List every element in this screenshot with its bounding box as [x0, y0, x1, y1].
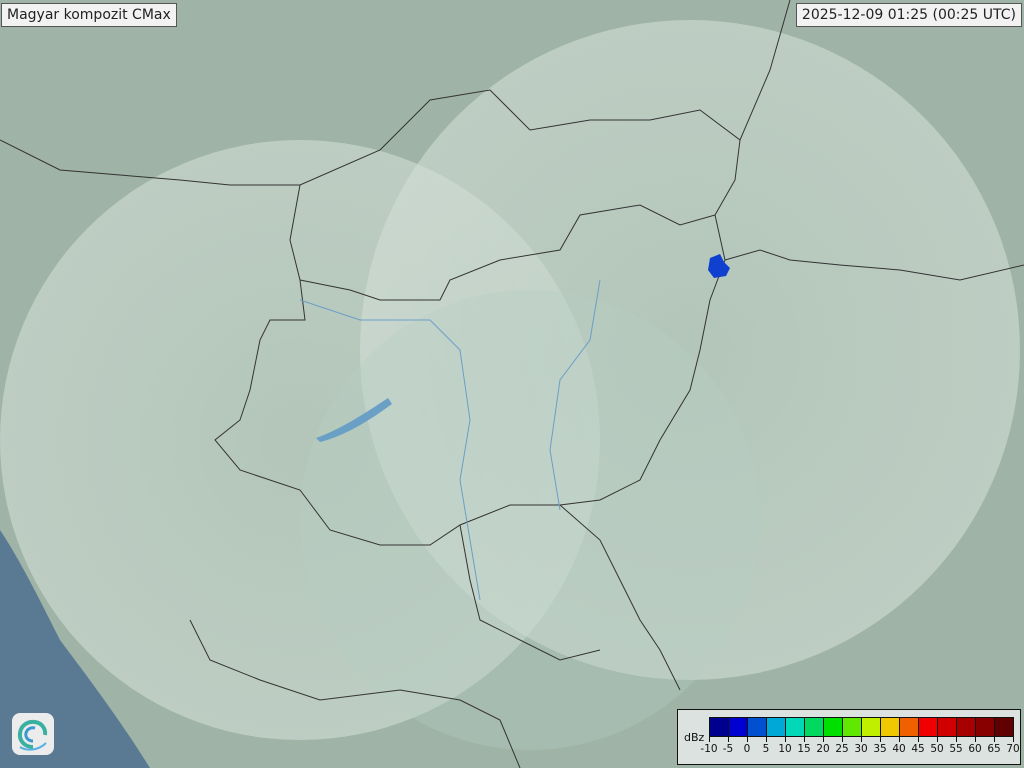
legend-tick-label: 30 [854, 743, 868, 755]
legend-tick-mark [728, 737, 729, 742]
legend-tick-label: 20 [816, 743, 830, 755]
legend-tick-mark [994, 737, 995, 742]
legend-tick-mark [975, 737, 976, 742]
legend-tick-label: 35 [873, 743, 887, 755]
legend-unit: dBz [684, 731, 705, 744]
dbz-color-legend: dBz -10 -5 0 5 10 15 20 25 30 35 40 45 50 55 60 65 70 [677, 709, 1021, 765]
legend-tick-mark [766, 737, 767, 742]
legend-tick-mark [861, 737, 862, 742]
legend-swatch [729, 718, 748, 736]
legend-swatch [710, 718, 729, 736]
swirl-logo-icon [12, 713, 54, 755]
legend-tick-mark [918, 737, 919, 742]
legend-swatch [957, 718, 976, 736]
legend-tick-label: 65 [987, 743, 1001, 755]
legend-tick-label: 25 [835, 743, 849, 755]
legend-tick-label: -5 [722, 743, 734, 755]
legend-tick-mark [880, 737, 881, 742]
legend-tick-mark [899, 737, 900, 742]
rivers-lakes [299, 279, 601, 601]
map-title: Magyar kompozit CMax [1, 3, 177, 27]
timestamp: 2025-12-09 01:25 (00:25 UTC) [795, 3, 1022, 27]
legend-ticks: -10 -5 0 5 10 15 20 25 30 35 40 45 50 55 60 65 70 [700, 737, 1020, 763]
legend-tick-label: 45 [911, 743, 925, 755]
legend-tick-mark [785, 737, 786, 742]
legend-tick-label: 0 [743, 743, 751, 755]
legend-tick-mark [956, 737, 957, 742]
legend-swatch [881, 718, 900, 736]
legend-swatch [748, 718, 767, 736]
legend-tick-label: 40 [892, 743, 906, 755]
legend-tick-label: -10 [700, 743, 718, 755]
legend-swatch [976, 718, 995, 736]
legend-tick-label: 70 [1006, 743, 1020, 755]
legend-tick-mark [804, 737, 805, 742]
legend-swatch [900, 718, 919, 736]
legend-swatch [767, 718, 786, 736]
legend-swatch [824, 718, 843, 736]
legend-swatch [862, 718, 881, 736]
legend-tick-label: 55 [949, 743, 963, 755]
legend-swatch [919, 718, 938, 736]
legend-swatches [709, 717, 1014, 737]
legend-swatch [786, 718, 805, 736]
legend-swatch [805, 718, 824, 736]
legend-swatch [995, 718, 1013, 736]
legend-tick-label: 5 [762, 743, 770, 755]
legend-tick-mark [1013, 737, 1014, 742]
legend-tick-label: 60 [968, 743, 982, 755]
legend-tick-label: 10 [778, 743, 792, 755]
legend-tick-label: 15 [797, 743, 811, 755]
adriatic-sea [0, 530, 150, 768]
legend-tick-mark [747, 737, 748, 742]
lake-balaton [316, 398, 392, 442]
legend-swatch [938, 718, 957, 736]
legend-tick-mark [823, 737, 824, 742]
legend-tick-mark [842, 737, 843, 742]
radar-coverage-area [0, 20, 1020, 750]
legend-swatch [843, 718, 862, 736]
legend-tick-label: 50 [930, 743, 944, 755]
legend-tick-mark [709, 737, 710, 742]
legend-tick-mark [937, 737, 938, 742]
radar-echo [708, 254, 730, 278]
